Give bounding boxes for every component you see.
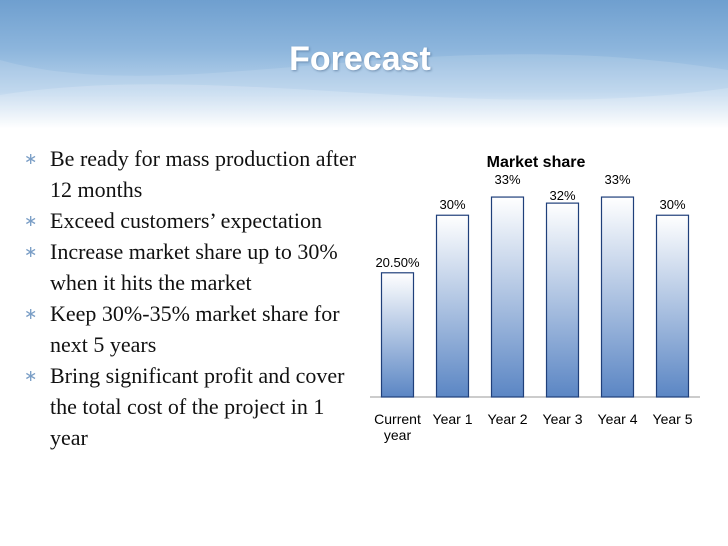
x-tick-label: Year 3 xyxy=(543,411,583,427)
data-label: 20.50% xyxy=(375,255,420,270)
asterisk-icon: ∗ xyxy=(24,211,38,230)
slide-title: Forecast xyxy=(289,40,431,78)
bar-4 xyxy=(545,202,580,398)
data-label: 30% xyxy=(659,197,685,212)
data-label: 32% xyxy=(549,188,575,203)
bullet-text: Increase market share up to 30% when it … xyxy=(50,239,338,295)
bullet-item: ∗ Exceed customers’ expectation xyxy=(22,205,362,236)
bar-3 xyxy=(490,196,525,398)
bullet-text: Be ready for mass production after 12 mo… xyxy=(50,146,357,202)
bullet-item: ∗ Keep 30%-35% market share for next 5 ye… xyxy=(22,298,362,360)
data-label: 30% xyxy=(439,197,465,212)
bullet-list: ∗ Be ready for mass production after 12 m… xyxy=(22,143,362,453)
bar-6 xyxy=(655,214,690,398)
bullet-text: Keep 30%-35% market share for next 5 yea… xyxy=(50,301,340,357)
chart-title: Market share xyxy=(487,154,586,171)
data-label: 33% xyxy=(604,172,630,187)
x-tick-label: Year 2 xyxy=(488,411,528,427)
x-tick-label: Year 1 xyxy=(433,411,473,427)
banner-wave-decoration xyxy=(0,54,728,128)
asterisk-icon: ∗ xyxy=(24,366,38,385)
x-tick-label: Current year xyxy=(374,411,421,443)
bullet-item: ∗ Bring significant profit and cover the … xyxy=(22,360,362,453)
bullet-text: Exceed customers’ expectation xyxy=(50,208,323,233)
asterisk-icon: ∗ xyxy=(24,149,38,168)
asterisk-icon: ∗ xyxy=(24,242,38,261)
asterisk-icon: ∗ xyxy=(24,304,38,323)
bar-2 xyxy=(435,214,470,398)
bar-1 xyxy=(380,272,415,398)
title-banner: Forecast xyxy=(0,0,728,128)
data-label: 33% xyxy=(494,172,520,187)
bar-5 xyxy=(600,196,635,398)
x-tick-label: Year 5 xyxy=(653,411,693,427)
bullet-item: ∗ Be ready for mass production after 12 m… xyxy=(22,143,362,205)
x-tick-label: Year 4 xyxy=(598,411,638,427)
bullet-item: ∗ Increase market share up to 30% when it… xyxy=(22,236,362,298)
bullet-text: Bring significant profit and cover the t… xyxy=(50,363,345,450)
